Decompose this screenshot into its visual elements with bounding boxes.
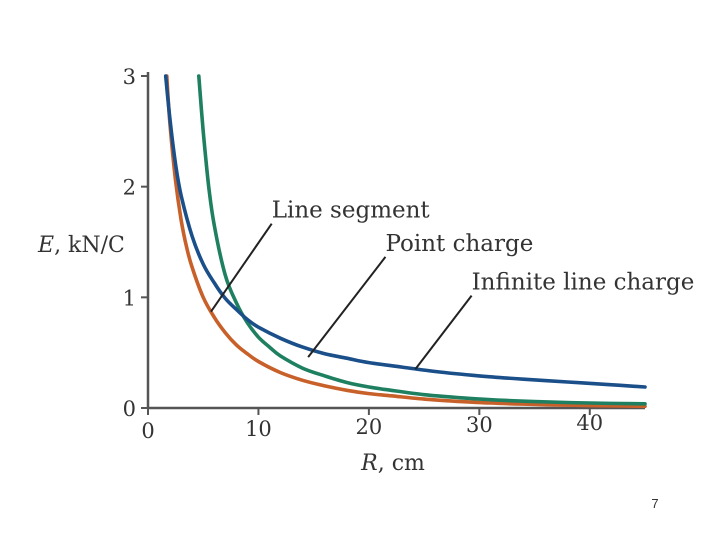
annotation-leader-line bbox=[414, 294, 473, 370]
annotation-label: Point charge bbox=[385, 231, 533, 257]
x-tick-label: 0 bbox=[141, 419, 154, 443]
y-axis-label: E, kN/C bbox=[37, 233, 125, 258]
x-axis-label: R, cm bbox=[360, 451, 425, 476]
series-line-point-charge bbox=[197, 74, 647, 406]
x-tick-label: 10 bbox=[245, 417, 272, 441]
annotations: Line segment Point charge Infinite line ch… bbox=[210, 198, 695, 370]
y-tick-label: 1 bbox=[123, 286, 136, 310]
annotation-leader-line bbox=[307, 256, 387, 358]
annotation-label: Infinite line charge bbox=[472, 270, 695, 296]
series-line-line-segment bbox=[165, 74, 647, 409]
x-tick-label: 20 bbox=[356, 415, 383, 439]
x-tick-label: 30 bbox=[466, 413, 493, 437]
y-tick-label: 2 bbox=[123, 176, 136, 200]
x-tick-label: 40 bbox=[576, 411, 603, 435]
annotation-label: Line segment bbox=[272, 198, 431, 224]
axes bbox=[146, 72, 645, 410]
slide-number: 7 bbox=[651, 496, 659, 511]
series-line-infinite-line-charge bbox=[163, 74, 647, 389]
annotation-leader-line bbox=[210, 223, 273, 313]
y-tick-label: 0 bbox=[123, 397, 136, 421]
y-tick-label: 3 bbox=[123, 65, 136, 89]
series-lines bbox=[163, 74, 647, 409]
